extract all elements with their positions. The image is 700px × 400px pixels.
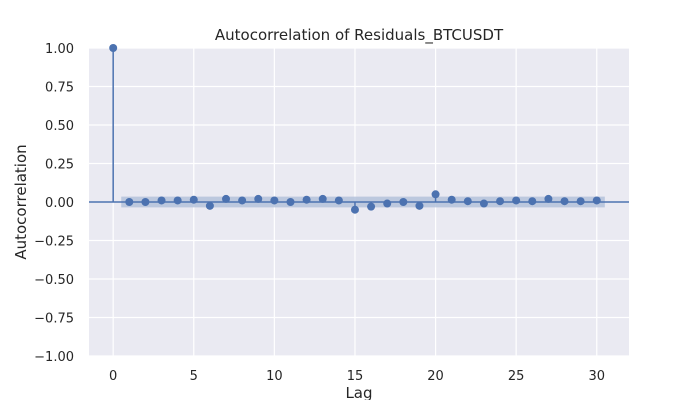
- y-tick-label: 0.00: [45, 196, 74, 211]
- x-tick-label: 5: [190, 369, 198, 384]
- x-tick-label: 15: [347, 369, 364, 384]
- acf-point: [463, 197, 472, 206]
- y-tick-label: 0.50: [45, 119, 74, 134]
- acf-point: [222, 194, 231, 203]
- acf-point: [560, 197, 569, 206]
- acf-point: [334, 196, 343, 205]
- chart-title: Autocorrelation of Residuals_BTCUSDT: [215, 26, 504, 45]
- x-tick-labels: 0 5 10 15 20 25 30: [109, 369, 605, 384]
- acf-point: [528, 197, 537, 206]
- acf-point: [447, 195, 456, 204]
- x-tick-label: 30: [588, 369, 605, 384]
- acf-point: [286, 198, 295, 206]
- y-tick-label: −0.25: [34, 235, 74, 250]
- acf-point: [157, 196, 166, 205]
- points-layer: [109, 44, 601, 214]
- acf-point: [496, 197, 505, 206]
- y-tick-label: −1.00: [34, 350, 74, 365]
- acf-point: [318, 194, 327, 203]
- acf-point: [431, 190, 440, 199]
- acf-point: [383, 199, 392, 208]
- acf-point: [109, 44, 118, 52]
- y-tick-label: −0.50: [34, 273, 74, 288]
- acf-point: [479, 199, 488, 208]
- x-tick-label: 0: [109, 369, 117, 384]
- acf-point: [125, 198, 134, 206]
- x-tick-label: 25: [508, 369, 525, 384]
- acf-point: [141, 198, 150, 206]
- acf-point: [592, 196, 601, 205]
- y-tick-labels: 1.00 0.75 0.50 0.25 0.00 −0.25 −0.50 −0.75 −1.00: [34, 42, 74, 365]
- y-axis-label: Autocorrelation: [12, 144, 30, 259]
- acf-point: [302, 195, 311, 204]
- acf-point: [576, 197, 585, 206]
- acf-point: [173, 196, 182, 205]
- acf-point: [254, 194, 263, 203]
- acf-point: [270, 196, 279, 205]
- y-tick-label: 0.75: [45, 81, 74, 96]
- acf-point: [367, 202, 376, 211]
- y-tick-label: 1.00: [45, 42, 74, 57]
- acf-point: [399, 198, 408, 206]
- acf-point: [205, 201, 214, 210]
- acf-point: [415, 201, 424, 210]
- y-tick-label: −0.75: [34, 312, 74, 327]
- x-tick-label: 20: [427, 369, 444, 384]
- y-tick-label: 0.25: [45, 158, 74, 173]
- x-axis-label: Lag: [345, 384, 372, 400]
- acf-point: [350, 205, 359, 214]
- acf-point: [512, 196, 521, 205]
- x-tick-label: 10: [266, 369, 283, 384]
- acf-point: [189, 195, 198, 204]
- acf-point: [238, 196, 247, 205]
- acf-point: [544, 194, 553, 203]
